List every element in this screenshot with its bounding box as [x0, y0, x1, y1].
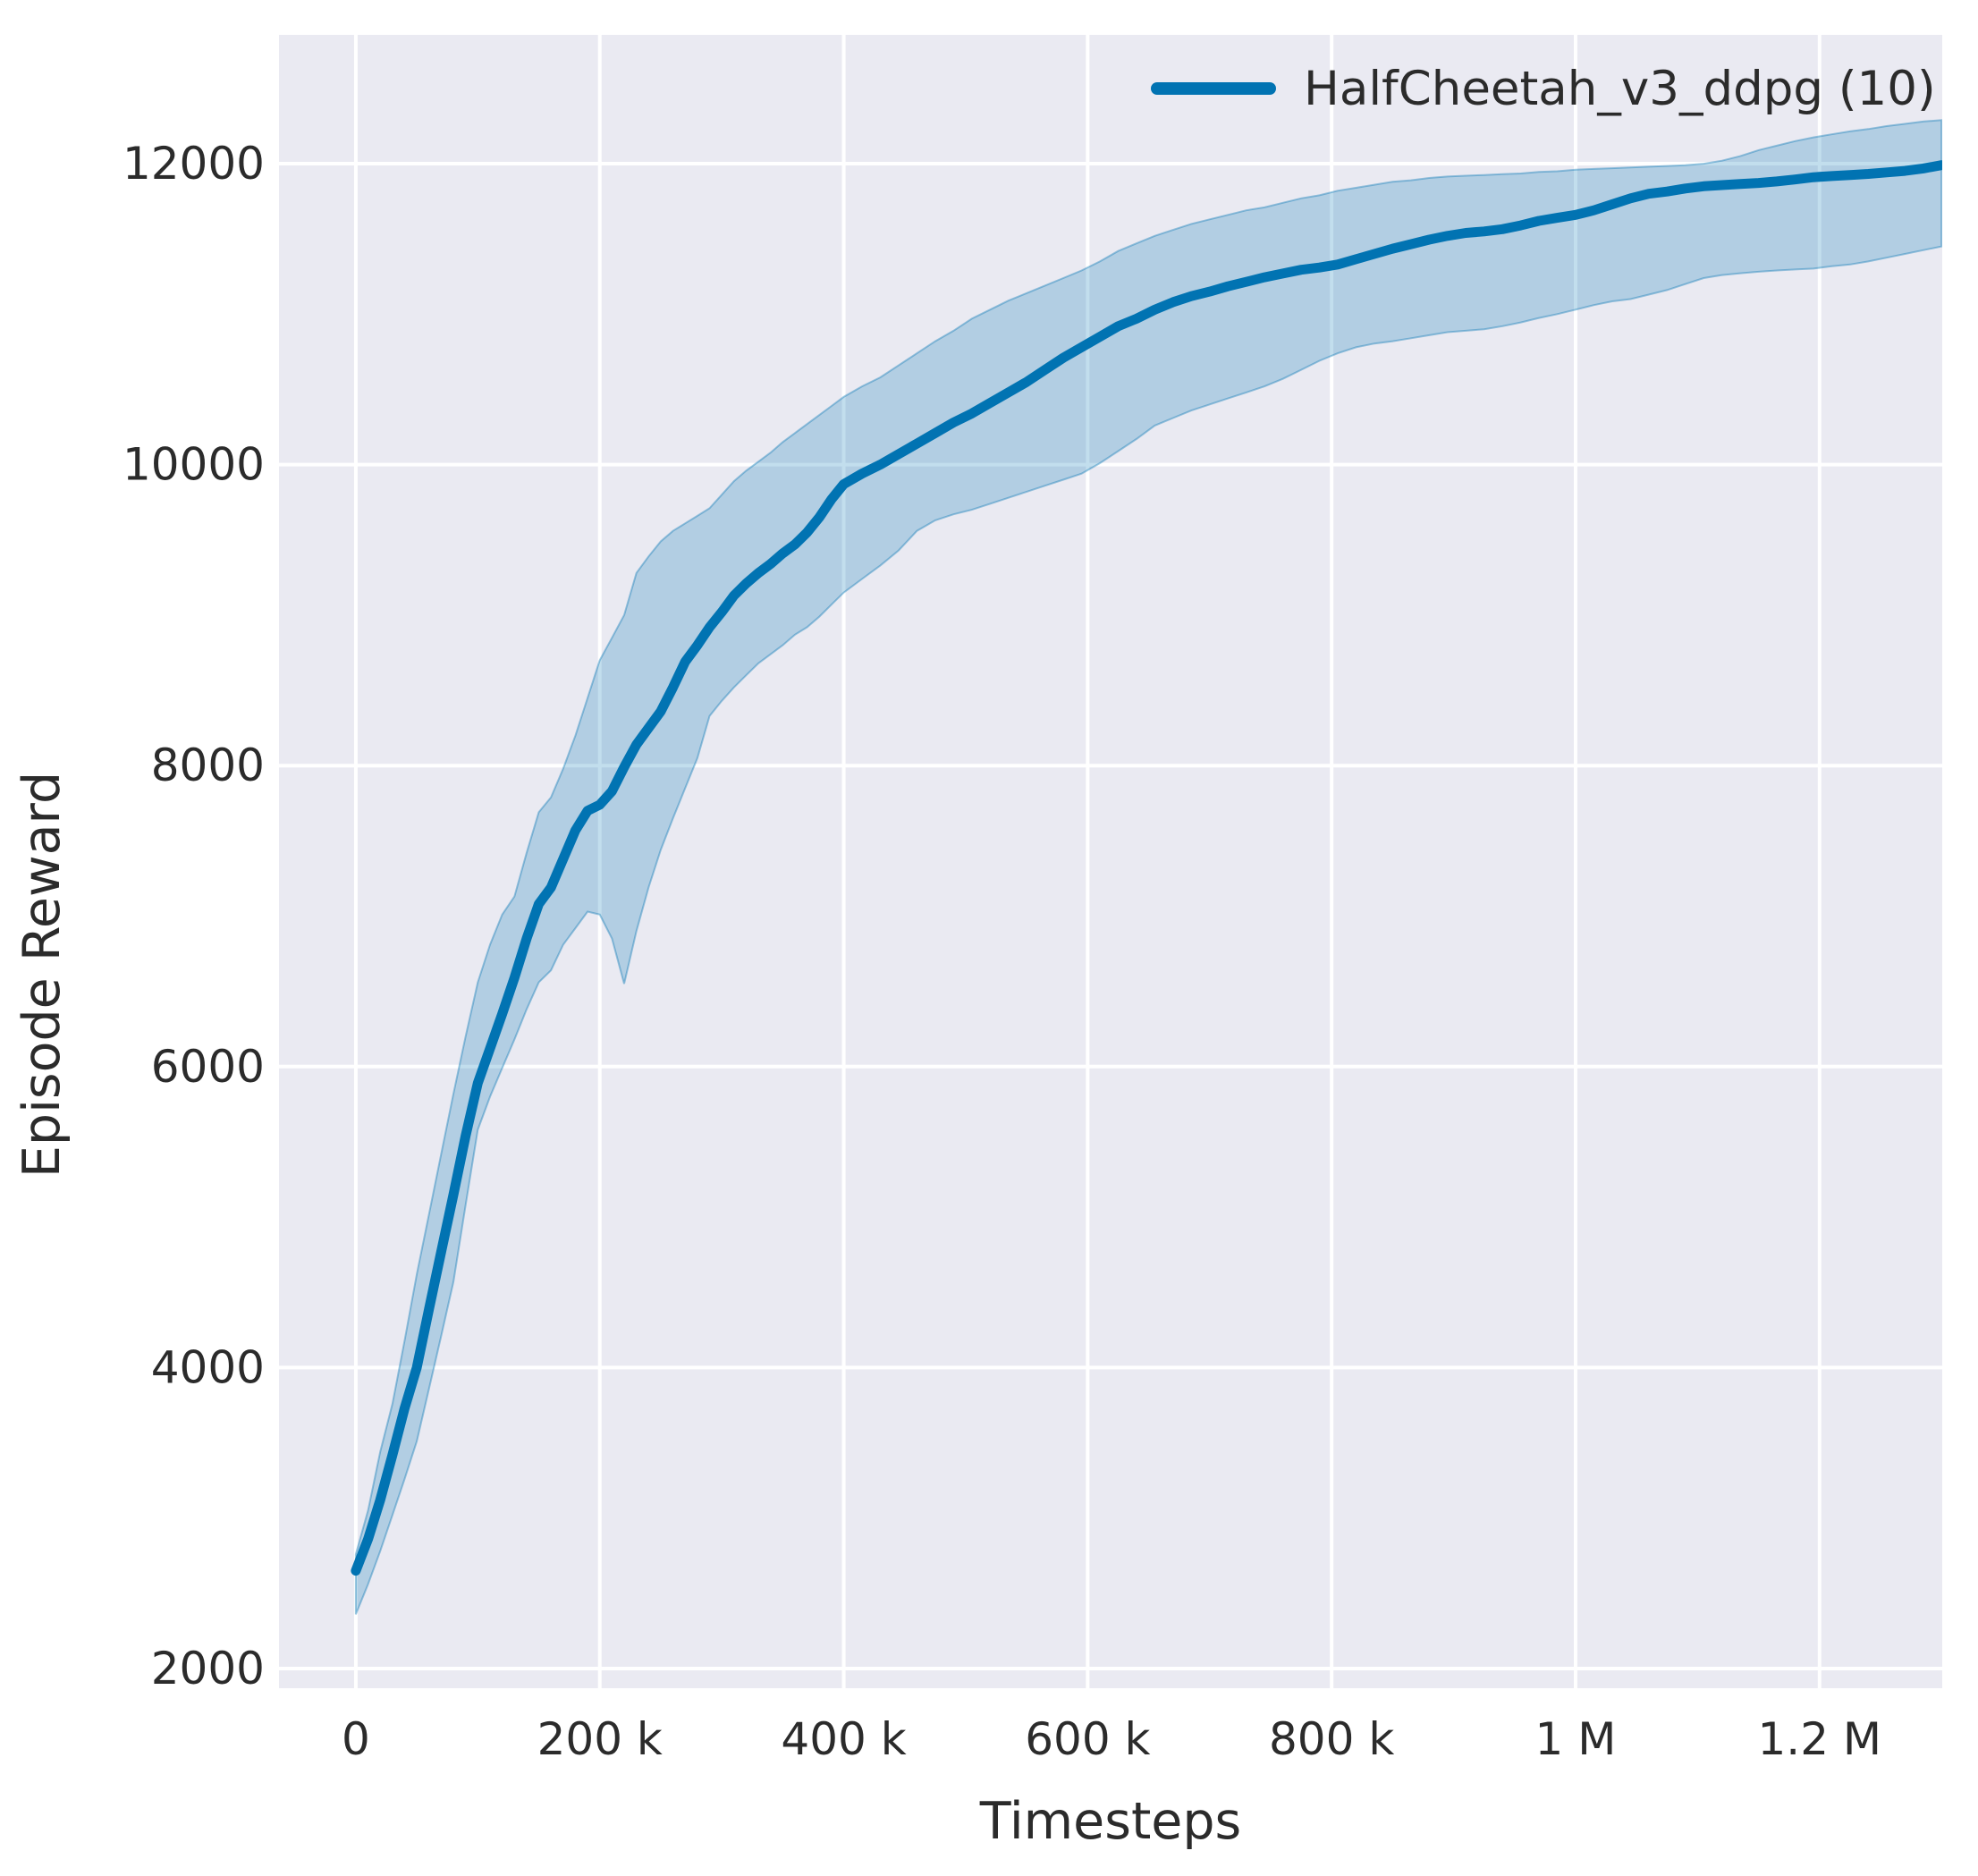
x-tick-label: 400 k — [781, 1713, 906, 1765]
x-axis-title: Timesteps — [979, 1792, 1242, 1851]
mean-line — [351, 160, 1942, 1576]
y-tick-label: 12000 — [123, 138, 265, 190]
x-tick-label: 200 k — [537, 1713, 663, 1765]
y-tick-label: 4000 — [151, 1341, 265, 1393]
x-axis: 0 200 k 400 k 600 k 800 k 1 M 1.2 M — [342, 1713, 1881, 1765]
x-tick-label: 1.2 M — [1757, 1713, 1881, 1765]
x-tick-label: 1 M — [1535, 1713, 1617, 1765]
y-tick-label: 6000 — [151, 1041, 265, 1093]
y-tick-label: 10000 — [123, 439, 265, 491]
x-tick-label: 600 k — [1025, 1713, 1150, 1765]
confidence-band — [354, 119, 1942, 1615]
x-tick-label: 800 k — [1269, 1713, 1394, 1765]
y-axis-title: Episode Reward — [13, 772, 72, 1178]
x-tick-label: 0 — [342, 1713, 370, 1765]
plot-area — [279, 35, 1942, 1688]
y-tick-label: 2000 — [151, 1643, 265, 1694]
y-tick-label: 8000 — [151, 739, 265, 791]
y-axis: 2000 4000 6000 8000 10000 12000 — [123, 138, 265, 1694]
legend-label: HalfCheetah_v3_ddpg (10) — [1304, 62, 1936, 116]
gridlines — [279, 35, 1942, 1688]
legend: HalfCheetah_v3_ddpg (10) — [1151, 62, 1936, 116]
